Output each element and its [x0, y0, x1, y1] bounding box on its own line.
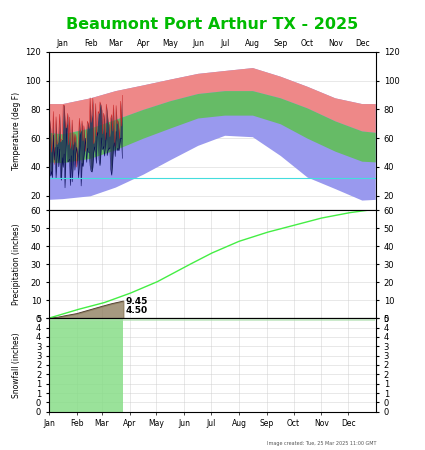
- Y-axis label: Temperature (deg F): Temperature (deg F): [12, 92, 21, 170]
- Text: Jul: Jul: [221, 39, 230, 48]
- Text: Sep: Sep: [274, 39, 288, 48]
- Y-axis label: Precipitation (inches): Precipitation (inches): [12, 223, 21, 305]
- Text: Feb: Feb: [84, 39, 97, 48]
- Text: 4.50: 4.50: [125, 306, 147, 315]
- Text: Aug: Aug: [245, 39, 261, 48]
- Text: 9.45: 9.45: [125, 297, 147, 306]
- Text: Apr: Apr: [137, 39, 150, 48]
- Text: Oct: Oct: [301, 39, 314, 48]
- Y-axis label: Snowfall (inches): Snowfall (inches): [12, 332, 21, 398]
- Text: Beaumont Port Arthur TX - 2025: Beaumont Port Arthur TX - 2025: [66, 17, 359, 32]
- Text: Jun: Jun: [192, 39, 204, 48]
- Text: Nov: Nov: [328, 39, 343, 48]
- Text: Image created: Tue, 25 Mar 2025 11:00 GMT: Image created: Tue, 25 Mar 2025 11:00 GM…: [266, 441, 376, 446]
- Text: Jan: Jan: [57, 39, 69, 48]
- Text: Dec: Dec: [355, 39, 370, 48]
- Text: Mar: Mar: [108, 39, 123, 48]
- Text: May: May: [162, 39, 178, 48]
